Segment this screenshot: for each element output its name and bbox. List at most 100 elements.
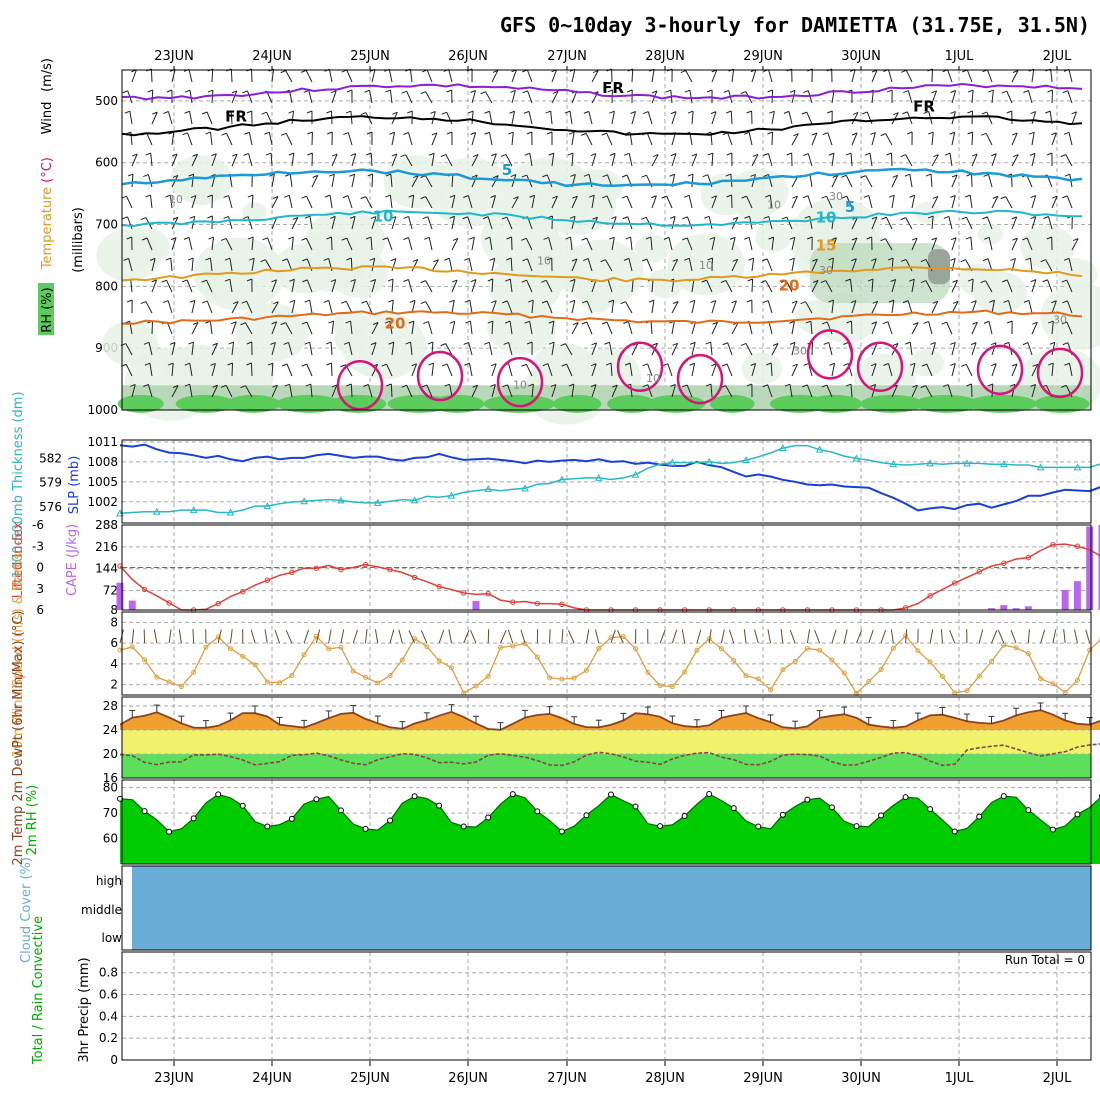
wind-barb	[731, 69, 735, 83]
wind-barb	[951, 363, 956, 377]
wind-barb-flag	[665, 89, 672, 93]
wind-barb	[688, 195, 693, 209]
wind-barb	[491, 384, 496, 398]
rh-marker	[534, 808, 541, 815]
wind-barb-flag	[573, 322, 579, 326]
wind-barb-flag	[524, 152, 531, 156]
wind-barb	[406, 90, 413, 104]
wind-barb	[551, 384, 557, 398]
wind-barb-flag	[427, 341, 434, 345]
wind-barb-flag	[605, 362, 612, 366]
thickness-marker	[1073, 463, 1082, 471]
wind-barb-flag	[966, 383, 972, 387]
rh-marker	[485, 814, 492, 821]
wind-barb-flag	[828, 152, 835, 156]
wind-speed-marker	[1038, 676, 1044, 682]
wind-barb-flag	[726, 152, 733, 156]
li-marker	[976, 569, 982, 575]
wind-barb-10m	[1063, 629, 1066, 644]
wind-barb-flag	[1062, 342, 1069, 346]
wind-barb	[468, 258, 473, 272]
wind-barb	[451, 195, 456, 209]
wind-barb	[769, 195, 773, 209]
wind-barb	[351, 216, 356, 230]
tick-label: 0	[36, 561, 44, 575]
rh-shade	[305, 209, 385, 273]
wind-barb-flag	[464, 362, 470, 366]
wind-barb	[209, 258, 213, 272]
wind-barb	[691, 321, 697, 335]
wind-barb-flag	[593, 70, 599, 74]
wind-speed-marker	[473, 683, 479, 689]
wind-barb	[489, 237, 493, 251]
wind-barb-flag	[744, 131, 750, 135]
wind-speed-marker	[817, 647, 823, 653]
tick-label: 579	[39, 476, 62, 490]
tick-label: 0.4	[99, 1009, 118, 1023]
wind-barb-flag	[493, 175, 499, 179]
wind-barb-flag	[812, 258, 818, 262]
wind-barb	[551, 153, 555, 167]
tick-label: 576	[39, 500, 62, 514]
wind-barb-flag	[950, 257, 956, 261]
wind-speed-marker	[1013, 645, 1019, 651]
wind-barb	[509, 321, 513, 335]
wind-barb	[451, 216, 456, 230]
wind-barb	[468, 363, 473, 377]
wind-barb	[525, 364, 533, 377]
wind-barb	[606, 132, 613, 146]
wind-barb	[671, 216, 676, 230]
wind-barb	[331, 153, 338, 167]
wind-barb-flag	[143, 174, 149, 178]
tick-label: -6	[32, 518, 44, 532]
wind-barb	[508, 363, 513, 377]
wind-barb-10m	[1085, 629, 1091, 644]
wind-barb-flag	[246, 110, 252, 114]
wind-barb-flag	[423, 321, 429, 324]
tick-label: middle	[81, 903, 122, 917]
wind-barb	[926, 363, 933, 377]
wind-barb-flag	[260, 259, 266, 263]
wind-barb-10m	[420, 630, 428, 644]
chart-title: GFS 0~10day 3-hourly for DAMIETTA (31.75…	[500, 13, 1090, 37]
panel-border	[121, 524, 1092, 611]
wind-barb-10m	[1074, 629, 1078, 644]
wind-barb	[167, 300, 173, 314]
wind-barb-flag	[464, 299, 471, 303]
wind-barb	[905, 154, 913, 167]
wind-barb-flag	[882, 321, 889, 325]
wind-barb-flag	[681, 384, 688, 388]
wind-barb-flag	[364, 89, 370, 93]
wind-barb	[885, 217, 893, 230]
wind-barb	[1011, 70, 1019, 83]
wind-speed-marker	[620, 634, 626, 640]
wind-barb-10m	[681, 629, 686, 644]
wind-barb-flag	[950, 341, 956, 345]
rh-marker	[411, 793, 418, 800]
wind-barb-flag	[783, 110, 790, 114]
wind-barb	[411, 363, 418, 377]
wind-barb-flag	[851, 132, 858, 136]
wind-barb-flag	[1061, 321, 1068, 325]
wind-barb	[971, 90, 974, 104]
rh-label: 10	[646, 372, 660, 385]
wind-barb-flag	[489, 257, 495, 261]
wind-barb	[691, 153, 698, 167]
wind-barb	[331, 174, 335, 188]
wind-barb-flag	[909, 278, 915, 282]
wind-barb-10m	[754, 629, 759, 644]
rh-shade	[909, 349, 945, 377]
wind-barb-flag	[409, 299, 416, 303]
wind-barb-flag	[931, 90, 937, 94]
wind-barb	[345, 301, 353, 314]
wind-barb-flag	[1010, 257, 1016, 261]
wind-barb	[526, 69, 533, 83]
thickness-marker	[594, 473, 603, 481]
wind-barb	[650, 237, 653, 251]
tick-label: 24	[103, 723, 118, 737]
wind-barb	[605, 259, 613, 272]
wind-barb-flag	[972, 321, 978, 325]
wind-barb	[791, 133, 799, 146]
wind-barb	[506, 300, 513, 314]
